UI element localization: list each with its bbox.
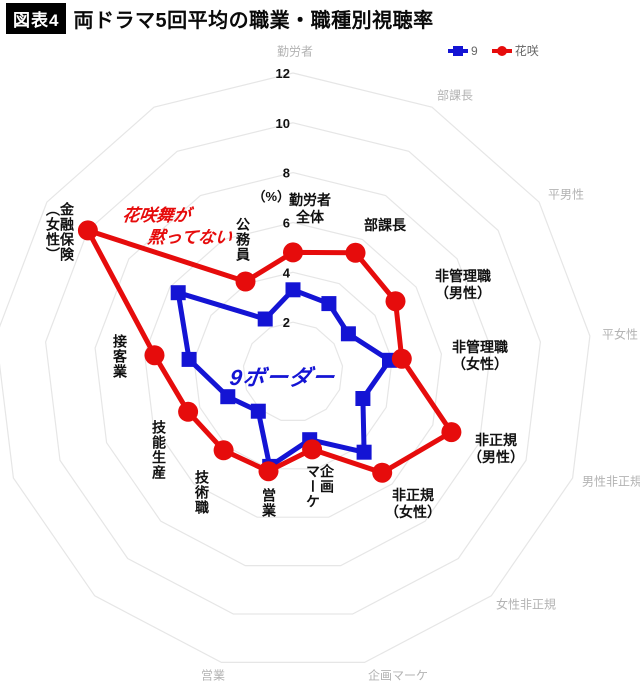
- annotation-hanasaki-line1: 花咲舞が: [121, 206, 192, 225]
- series-hanasaki-point-10: [144, 345, 165, 366]
- series-9-point-9: [220, 389, 236, 405]
- series-9-point-1: [321, 296, 337, 312]
- grid-ring-10: [44, 122, 542, 615]
- square-marker-icon: [448, 45, 468, 56]
- legend-item-hanasaki: 花咲: [491, 42, 539, 59]
- tick-label-12: 12: [276, 66, 290, 81]
- circle-marker-icon: [491, 45, 512, 56]
- series-hanasaki-point-11: [77, 220, 98, 241]
- figure-number-badge: 図表4: [6, 3, 67, 34]
- series-9-point-10: [181, 351, 197, 367]
- series-9-point-4: [355, 391, 371, 406]
- legend-label: 花咲: [514, 44, 539, 58]
- legend-item-9: 9: [448, 44, 478, 58]
- series-9-point-11: [170, 285, 186, 301]
- grid-ring-8: [94, 171, 492, 567]
- series-hanasaki-point-5: [372, 462, 393, 483]
- tick-label-2: 2: [283, 315, 290, 330]
- legend-label: 9: [471, 43, 478, 58]
- series-9-point-0: [285, 282, 301, 298]
- annotation-hanasaki-mai: 花咲舞が 黙ってない: [118, 205, 236, 250]
- annotation-9-border: 9ボーダー: [228, 365, 337, 390]
- grid-ring-6: [143, 221, 443, 518]
- series-hanasaki-point-1: [345, 242, 366, 263]
- series-9-point-12: [257, 311, 273, 327]
- tick-label-8: 8: [283, 166, 290, 181]
- series-hanasaki-point-2: [385, 291, 406, 312]
- series-hanasaki-point-0: [283, 242, 303, 263]
- chart-legend: 9 花咲: [448, 42, 539, 59]
- grid-ring-12: [0, 72, 591, 664]
- series-hanasaki-point-6: [302, 439, 323, 460]
- tick-label-6: 6: [283, 216, 290, 231]
- unit-label: （%）: [252, 189, 290, 204]
- series-9-point-2: [340, 326, 356, 342]
- series-9-point-5: [356, 444, 372, 460]
- figure-title: 両ドラマ5回平均の職業・職種別視聴率: [73, 10, 434, 32]
- grid-ring-4: [193, 271, 393, 470]
- annotation-hanasaki-line2: 黙ってない: [146, 228, 234, 248]
- tick-label-10: 10: [276, 116, 290, 131]
- figure-header: 図表4 両ドラマ5回平均の職業・職種別視聴率: [6, 3, 434, 34]
- series-hanasaki-point-8: [213, 440, 234, 461]
- series-9-point-8: [250, 403, 266, 419]
- series-hanasaki-point-4: [441, 422, 462, 443]
- grid-ring-2: [242, 321, 344, 421]
- series-hanasaki-point-12: [235, 271, 256, 292]
- tick-label-4: 4: [283, 265, 291, 280]
- series-hanasaki-point-9: [178, 401, 199, 422]
- series-hanasaki-point-7: [258, 461, 279, 482]
- series-hanasaki-point-3: [391, 348, 412, 369]
